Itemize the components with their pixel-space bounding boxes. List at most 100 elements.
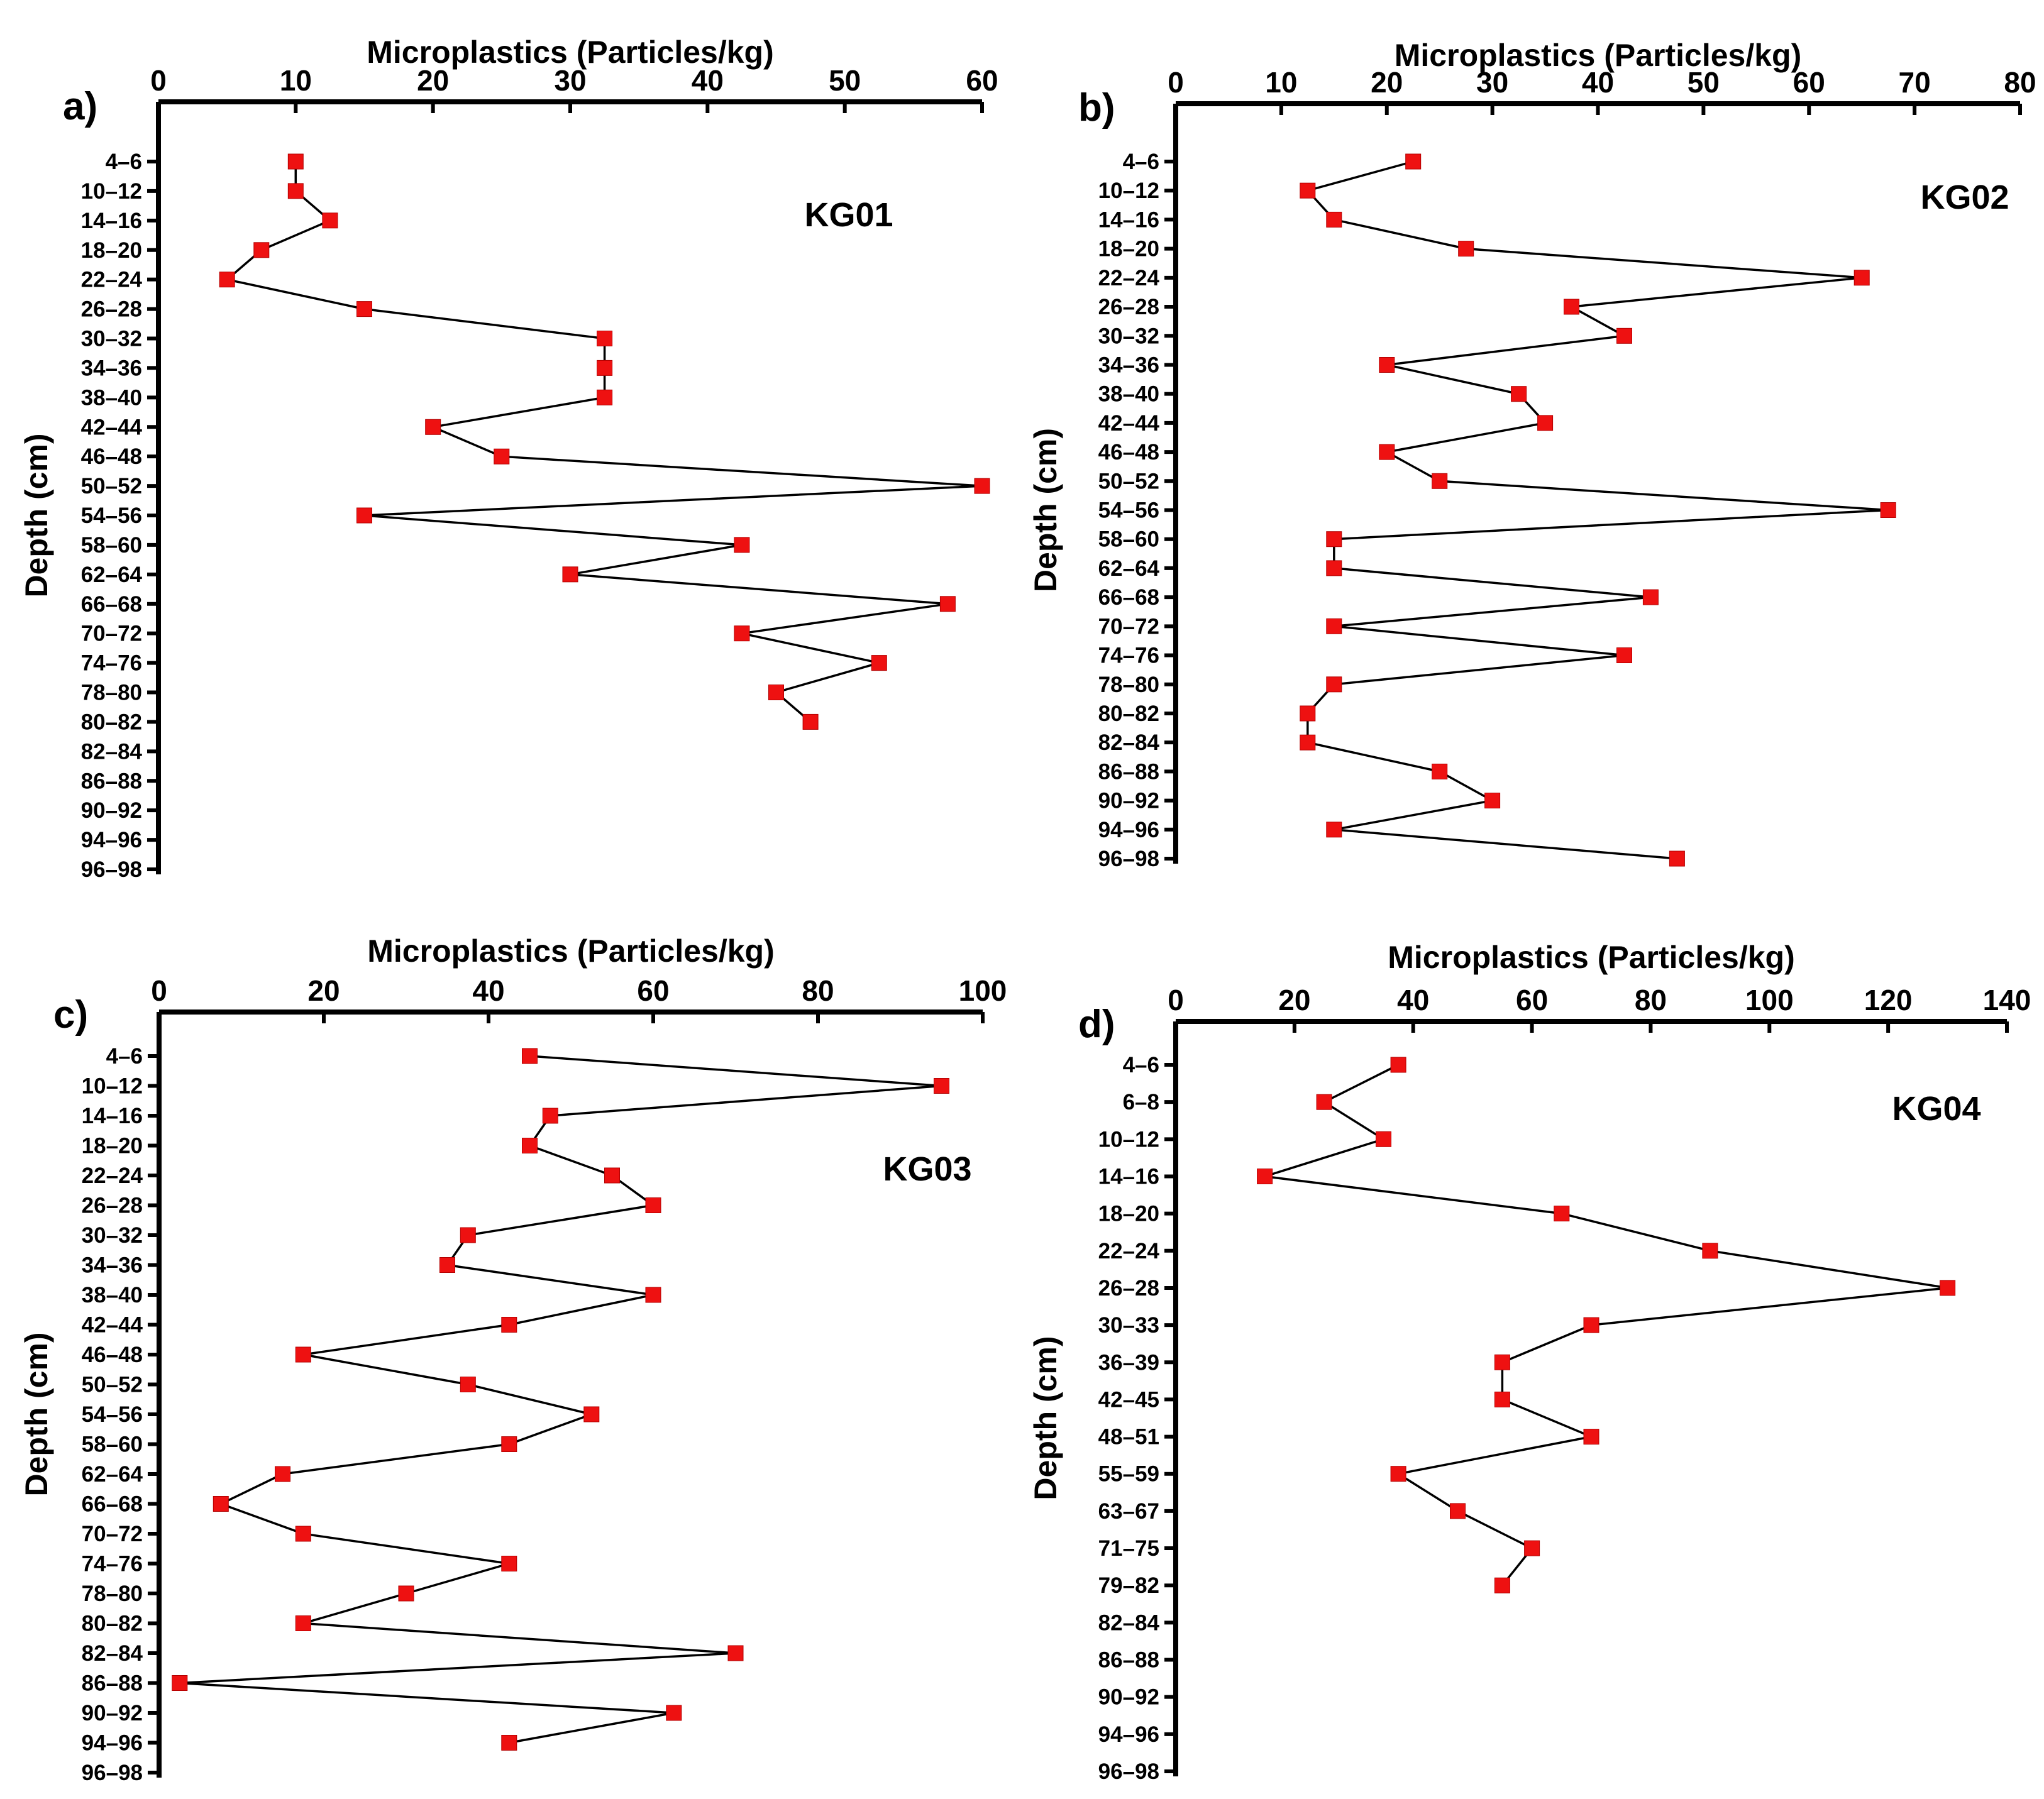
y-tick-label: 58–60 <box>1098 527 1159 552</box>
y-tick-label: 63–67 <box>1098 1499 1159 1524</box>
y-tick-label: 70–72 <box>1098 614 1159 639</box>
y-tick-label: 79–82 <box>1098 1573 1159 1598</box>
data-point <box>1316 1094 1332 1110</box>
y-tick-label: 46–48 <box>81 444 142 469</box>
y-tick-label: 86–88 <box>81 769 142 793</box>
data-point <box>645 1197 661 1213</box>
y-tick-label: 14–16 <box>82 1104 143 1128</box>
y-tick-label: 94–96 <box>1098 818 1159 842</box>
data-point <box>287 183 304 199</box>
y-tick-label: 50–52 <box>82 1373 143 1397</box>
x-tick-label: 40 <box>1397 984 1429 1016</box>
y-tick-label: 14–16 <box>81 209 142 233</box>
y-tick-label: 82–84 <box>1098 1610 1160 1635</box>
y-tick-label: 14–16 <box>1098 1164 1159 1189</box>
x-axis-title: Microplastics (Particles/kg) <box>1388 940 1794 975</box>
data-point <box>322 212 338 229</box>
y-tick-label: 46–48 <box>1098 440 1159 465</box>
panel-letter: d) <box>1078 1003 1115 1046</box>
series-line <box>1305 160 1889 860</box>
data-point <box>295 1346 311 1363</box>
y-tick-label: 30–32 <box>1098 324 1159 348</box>
x-tick-label: 70 <box>1899 66 1931 99</box>
y-tick-label: 90–92 <box>81 798 142 823</box>
data-point <box>1853 270 1870 286</box>
site-label: KG01 <box>804 196 893 234</box>
x-tick-label: 60 <box>1793 66 1825 99</box>
data-point <box>1326 618 1342 634</box>
data-point <box>398 1585 414 1602</box>
data-point <box>1564 299 1579 315</box>
data-point <box>172 1675 188 1691</box>
data-point <box>597 331 613 346</box>
data-point <box>727 1645 744 1661</box>
y-tick-label: 18–20 <box>81 238 142 263</box>
data-point <box>597 389 613 405</box>
x-tick-label: 0 <box>1168 984 1184 1016</box>
y-tick-label: 54–56 <box>81 503 142 528</box>
data-point <box>871 655 887 671</box>
data-point <box>1326 211 1342 228</box>
data-point <box>1450 1503 1466 1519</box>
x-tick-label: 0 <box>1168 66 1184 99</box>
y-tick-label: 34–36 <box>82 1253 143 1278</box>
y-axis-title: Depth (cm) <box>19 433 54 597</box>
x-tick-label: 40 <box>472 974 504 1007</box>
data-point <box>522 1138 538 1153</box>
y-tick-label: 42–44 <box>1098 411 1160 436</box>
panel-3: 0 20 40 60 80 100 4–6 10–12 14–16 18–20 22–24 26–28… <box>19 933 1007 1785</box>
x-tick-label: 20 <box>417 64 449 97</box>
y-tick-label: 74–76 <box>82 1552 143 1576</box>
y-tick-label: 10–12 <box>81 179 142 204</box>
y-tick-label: 6–8 <box>1123 1090 1159 1114</box>
y-axis-title: Depth (cm) <box>19 1332 54 1496</box>
y-tick-label: 86–88 <box>82 1671 143 1696</box>
y-tick-label: 58–60 <box>81 533 142 558</box>
y-tick-label: 78–80 <box>82 1582 143 1606</box>
data-point <box>1940 1280 1956 1296</box>
y-tick-label: 90–92 <box>82 1701 143 1725</box>
x-tick-label: 60 <box>1516 984 1548 1016</box>
x-tick-label: 20 <box>307 974 340 1007</box>
y-tick-label: 66–68 <box>1098 585 1159 610</box>
data-point <box>1379 357 1395 373</box>
data-point <box>1494 1391 1510 1407</box>
y-tick-label: 34–36 <box>1098 353 1159 377</box>
y-tick-label: 48–51 <box>1098 1425 1159 1450</box>
panel-letter: c) <box>53 993 88 1037</box>
data-point <box>1524 1540 1540 1556</box>
data-point <box>802 713 819 730</box>
y-tick-label: 22–24 <box>1098 266 1160 290</box>
x-tick-label: 20 <box>1278 984 1310 1016</box>
site-label: KG02 <box>1920 179 2009 216</box>
y-tick-label: 66–68 <box>82 1492 143 1517</box>
x-axis-title: Microplastics (Particles/kg) <box>1395 38 1801 73</box>
data-point <box>1300 182 1316 199</box>
data-point <box>1554 1206 1570 1222</box>
data-point <box>275 1466 290 1482</box>
y-tick-label: 10–12 <box>82 1074 143 1099</box>
y-tick-label: 30–32 <box>81 327 142 351</box>
panel-1: 0 10 20 30 40 50 60 4–6 10–12 14–16 18–20 22–24 26–2… <box>19 35 998 882</box>
data-point <box>501 1317 517 1333</box>
data-point <box>1494 1354 1510 1370</box>
y-tick-label: 78–80 <box>1098 673 1159 697</box>
x-tick-label: 120 <box>1864 984 1913 1016</box>
x-tick-label: 50 <box>829 64 861 97</box>
x-tick-label: 100 <box>959 974 1007 1007</box>
data-point <box>1376 1131 1391 1147</box>
y-tick-label: 96–98 <box>82 1761 143 1785</box>
panel-letter: b) <box>1078 86 1115 129</box>
y-tick-label: 62–64 <box>82 1462 143 1487</box>
y-tick-label: 96–98 <box>81 857 142 882</box>
y-tick-label: 80–82 <box>81 710 142 734</box>
y-tick-label: 94–96 <box>82 1731 143 1756</box>
y-tick-label: 22–24 <box>1098 1239 1160 1263</box>
data-point <box>501 1735 517 1751</box>
y-tick-label: 86–88 <box>1098 1648 1159 1673</box>
x-tick-label: 80 <box>802 974 834 1007</box>
x-tick-label: 100 <box>1745 984 1794 1016</box>
x-tick-label: 50 <box>1688 66 1720 99</box>
x-tick-label: 40 <box>692 64 724 97</box>
y-tick-label: 54–56 <box>1098 498 1159 523</box>
